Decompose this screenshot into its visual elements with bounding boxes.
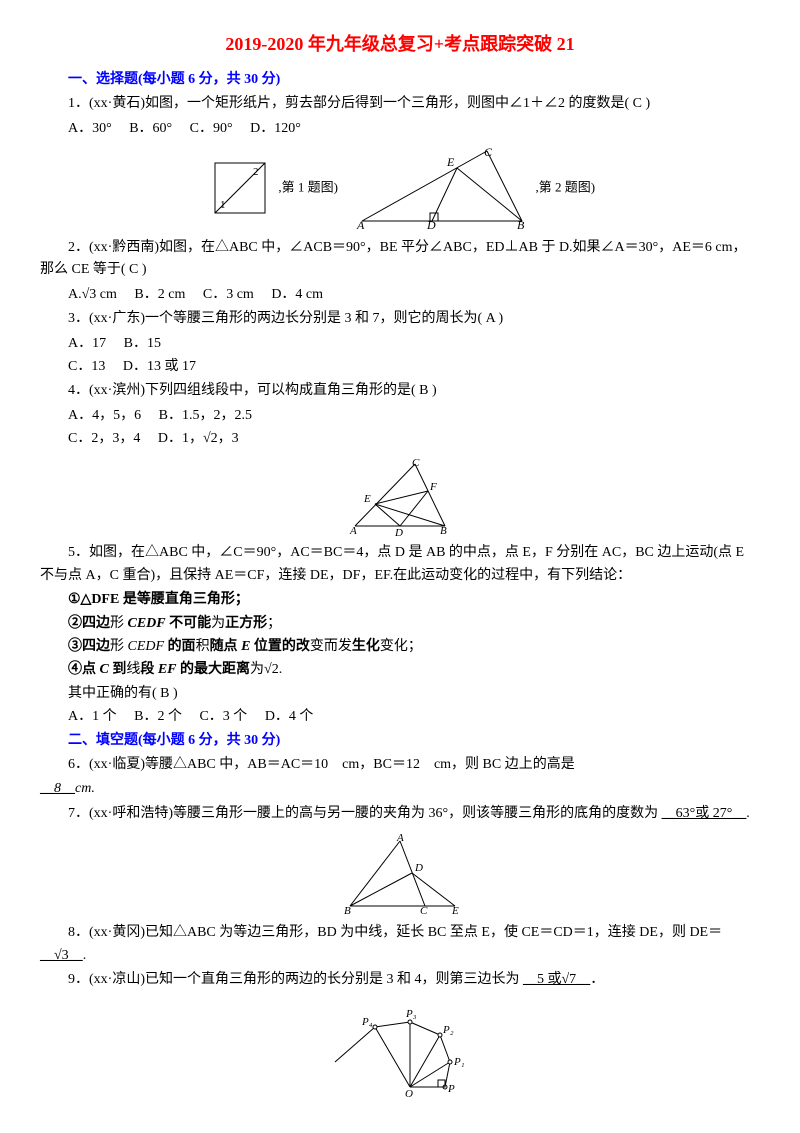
- q4-opt-c: C．2，3，4: [68, 431, 140, 446]
- svg-text:D: D: [394, 527, 403, 536]
- q4-opt-b: B．1.5，2，2.5: [159, 408, 252, 423]
- q1-options: A．30° B．60° C．90° D．120°: [40, 118, 760, 140]
- svg-text:P: P: [447, 1083, 455, 1095]
- svg-text:B: B: [344, 905, 351, 916]
- q4-opt-d: D．1，√2，3: [158, 431, 239, 446]
- q7-p2: .: [746, 806, 750, 821]
- svg-text:C: C: [420, 905, 428, 916]
- svg-text:P₄: P₄: [361, 1016, 373, 1028]
- q8: 8．(xx·黄冈)已知△ABC 为等边三角形，BD 为中线，延长 BC 至点 E…: [40, 922, 760, 967]
- figure-2: A B C D E: [352, 146, 532, 231]
- q4-text: 4．(xx·滨州)下列四组线段中，可以构成直角三角形的是( B ): [40, 380, 760, 402]
- figure-1-caption: ,第 1 题图): [278, 180, 338, 195]
- q5-opt-b: B．2 个: [134, 709, 182, 724]
- q9-ans: __5 或√7__: [523, 972, 590, 987]
- q4-opts-row2: C．2，3，4 D．1，√2，3: [40, 428, 760, 450]
- q8-ans: __√3__: [40, 948, 83, 963]
- q7: 7．(xx·呼和浩特)等腰三角形一腰上的高与另一腰的夹角为 36°，则该等腰三角…: [40, 803, 760, 825]
- svg-text:P₃: P₃: [405, 1008, 417, 1020]
- q5-s5: 其中正确的有( B ): [40, 683, 760, 705]
- q5-options: A．1 个 B．2 个 C．3 个 D．4 个: [40, 706, 760, 728]
- q5-s2: ②四边形 CEDF 不可能为正方形；: [40, 613, 760, 635]
- q2-text: 2．(xx·黔西南)如图，在△ABC 中，∠ACB＝90°，BE 平分∠ABC，…: [40, 237, 760, 282]
- q9: 9．(xx·凉山)已知一个直角三角形的两边的长分别是 3 和 4，则第三边长为 …: [40, 969, 760, 991]
- figure-5: A B C D E F: [40, 456, 760, 536]
- q5-opt-a: A．1 个: [68, 709, 117, 724]
- q3-opt-a: A．17: [68, 336, 106, 351]
- svg-text:A: A: [396, 832, 404, 844]
- q7-p1: 7．(xx·呼和浩特)等腰三角形一腰上的高与另一腰的夹角为 36°，则该等腰三角…: [68, 806, 658, 821]
- q6: 6．(xx·临夏)等腰△ABC 中，AB＝AC＝10 cm，BC＝12 cm，则…: [40, 754, 760, 776]
- svg-text:F: F: [429, 481, 437, 493]
- svg-text:1: 1: [220, 199, 226, 211]
- svg-text:C: C: [412, 457, 420, 469]
- q6-line2: __8__cm.: [40, 778, 760, 800]
- svg-text:D: D: [414, 862, 423, 874]
- section-1-header: 一、选择题(每小题 6 分，共 30 分): [40, 69, 760, 91]
- q5-opt-d: D．4 个: [265, 709, 314, 724]
- svg-text:P₁: P₁: [453, 1056, 465, 1068]
- svg-text:E: E: [451, 905, 459, 916]
- q2-opt-c: C．3 cm: [203, 287, 254, 302]
- svg-text:E: E: [446, 155, 455, 169]
- svg-text:P₂: P₂: [442, 1024, 454, 1036]
- q3-opt-c: C．13: [68, 359, 105, 374]
- figure-2-caption: ,第 2 题图): [536, 180, 596, 195]
- q2-opt-d: D．4 cm: [271, 287, 323, 302]
- svg-text:O: O: [405, 1088, 413, 1097]
- figure-bottom-svg: O P P₁ P₂ P₃ P₄: [320, 997, 480, 1097]
- q5-s4: ④点 C 到线段 EF 的最大距离为√2.: [40, 659, 760, 681]
- q5-s1: ①△DFE 是等腰直角三角形；: [40, 589, 760, 611]
- q5-s3: ③四边形 CEDF 的面积随点 E 位置的改变而发生化变化；: [40, 636, 760, 658]
- q6-p1: 6．(xx·临夏)等腰△ABC 中，AB＝AC＝10 cm，BC＝12 cm，则…: [68, 757, 575, 772]
- q7-ans: __63°或 27°__: [662, 806, 747, 821]
- q1-opt-a: A．30°: [68, 121, 112, 136]
- q6-p2: cm.: [75, 781, 95, 796]
- q3-opt-d: D．13 或 17: [123, 359, 196, 374]
- q1-opt-d: D．120°: [250, 121, 301, 136]
- svg-text:E: E: [363, 493, 371, 505]
- q6-ans: __8__: [40, 781, 75, 796]
- figure-8-svg: A B C D E: [330, 831, 470, 916]
- q8-p2: .: [83, 948, 87, 963]
- figure-8: A B C D E: [40, 831, 760, 916]
- q5-text: 5．如图，在△ABC 中，∠C＝90°，AC＝BC＝4，点 D 是 AB 的中点…: [40, 542, 760, 587]
- section-2-header: 二、填空题(每小题 6 分，共 30 分): [40, 730, 760, 752]
- q3-opts-row2: C．13 D．13 或 17: [40, 356, 760, 378]
- q3-opts-row1: A．17 B．15: [40, 333, 760, 355]
- q3-opt-b: B．15: [124, 336, 161, 351]
- q8-p1: 8．(xx·黄冈)已知△ABC 为等边三角形，BD 为中线，延长 BC 至点 E…: [68, 925, 722, 940]
- svg-text:C: C: [484, 146, 493, 159]
- figure-1: 1 2: [205, 153, 275, 223]
- svg-text:B: B: [517, 218, 525, 231]
- svg-text:2: 2: [253, 166, 259, 178]
- q1-opt-c: C．90°: [190, 121, 233, 136]
- q3-text: 3．(xx·广东)一个等腰三角形的两边长分别是 3 和 7，则它的周长为( A …: [40, 308, 760, 330]
- svg-text:B: B: [440, 525, 447, 536]
- figure-row-1-2: 1 2 ,第 1 题图) A B C D E ,第 2 题图): [40, 146, 760, 231]
- figure-5-svg: A B C D E F: [340, 456, 460, 536]
- q2-opt-a: A.√3 cm: [68, 287, 117, 302]
- svg-text:A: A: [349, 525, 357, 536]
- q1-opt-b: B．60°: [129, 121, 172, 136]
- q4-opts-row1: A．4，5，6 B．1.5，2，2.5: [40, 405, 760, 427]
- q4-opt-a: A．4，5，6: [68, 408, 141, 423]
- figure-bottom: O P P₁ P₂ P₃ P₄: [40, 997, 760, 1097]
- q2-options: A.√3 cm B．2 cm C．3 cm D．4 cm: [40, 284, 760, 306]
- page-title: 2019-2020 年九年级总复习+考点跟踪突破 21: [40, 30, 760, 59]
- q9-p2: ．: [590, 972, 604, 987]
- q1-text: 1．(xx·黄石)如图，一个矩形纸片，剪去部分后得到一个三角形，则图中∠1＋∠2…: [40, 93, 760, 115]
- svg-text:D: D: [426, 218, 436, 231]
- q5-opt-c: C．3 个: [199, 709, 247, 724]
- q2-opt-b: B．2 cm: [134, 287, 185, 302]
- svg-text:A: A: [356, 218, 365, 231]
- q9-p1: 9．(xx·凉山)已知一个直角三角形的两边的长分别是 3 和 4，则第三边长为: [68, 972, 520, 987]
